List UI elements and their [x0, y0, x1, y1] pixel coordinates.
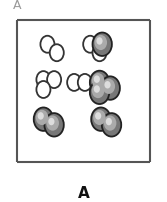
Circle shape	[103, 79, 115, 94]
Circle shape	[78, 74, 92, 91]
Circle shape	[34, 107, 53, 131]
Circle shape	[92, 83, 104, 98]
Circle shape	[91, 107, 111, 131]
Circle shape	[101, 76, 120, 100]
Circle shape	[104, 116, 116, 131]
Circle shape	[95, 112, 101, 120]
Circle shape	[92, 73, 104, 88]
Circle shape	[48, 118, 54, 125]
Circle shape	[44, 113, 64, 137]
Circle shape	[36, 81, 50, 98]
Circle shape	[40, 36, 54, 53]
Circle shape	[50, 44, 64, 61]
Circle shape	[93, 33, 112, 56]
Circle shape	[94, 75, 100, 83]
Circle shape	[95, 35, 107, 50]
Circle shape	[46, 116, 59, 131]
Circle shape	[36, 71, 50, 88]
Circle shape	[106, 118, 112, 125]
Circle shape	[83, 36, 97, 53]
Circle shape	[90, 81, 109, 104]
Circle shape	[104, 81, 111, 88]
Circle shape	[93, 110, 106, 125]
Text: A: A	[78, 186, 89, 201]
Circle shape	[96, 37, 103, 45]
Text: A: A	[13, 0, 22, 12]
Circle shape	[38, 112, 44, 120]
Circle shape	[67, 74, 81, 91]
Circle shape	[94, 85, 100, 93]
Circle shape	[90, 71, 109, 94]
Circle shape	[36, 110, 48, 125]
Circle shape	[47, 71, 61, 88]
Circle shape	[102, 113, 121, 137]
Circle shape	[93, 44, 107, 61]
